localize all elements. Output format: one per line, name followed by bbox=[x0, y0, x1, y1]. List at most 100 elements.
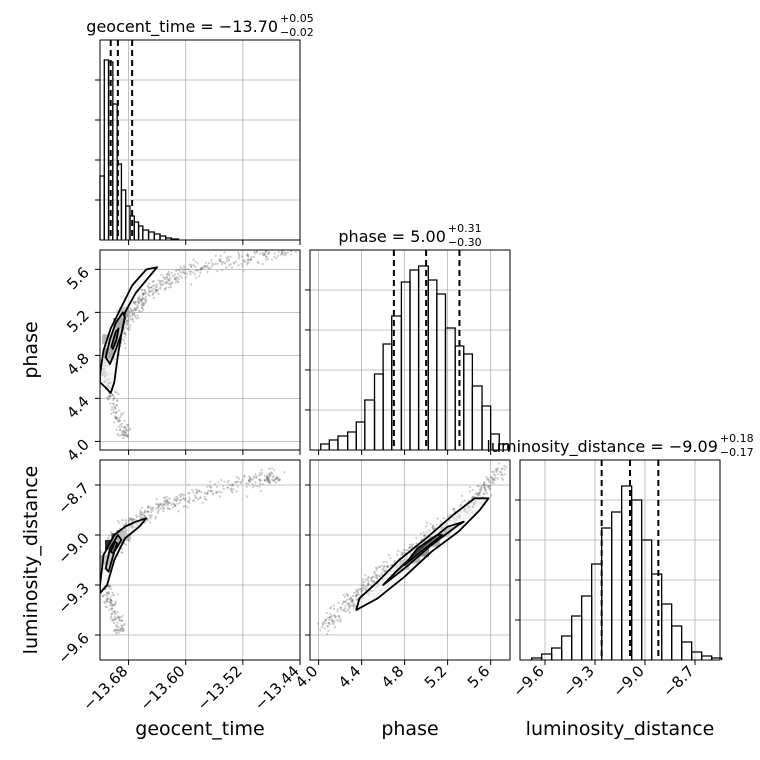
scatter-point-geocent_time-vs-phase-126 bbox=[190, 265, 193, 268]
scatter-point-geocent_time-vs-luminosity_distance-76 bbox=[235, 490, 238, 493]
x-tick-label-geocent_time-2: −13.52 bbox=[194, 662, 246, 714]
scatter-point-phase-vs-luminosity_distance-360 bbox=[324, 622, 327, 625]
scatter-point-geocent_time-vs-luminosity_distance-378 bbox=[128, 537, 131, 540]
scatter-point-geocent_time-vs-luminosity_distance-47 bbox=[203, 492, 206, 495]
scatter-tail-point-geocent_time-vs-phase-113 bbox=[122, 411, 125, 414]
scatter-point-geocent_time-vs-phase-370 bbox=[132, 311, 135, 314]
scatter-point-geocent_time-vs-phase-251 bbox=[134, 308, 138, 311]
scatter-point-geocent_time-vs-luminosity_distance-52 bbox=[234, 481, 237, 484]
scatter-point-phase-vs-luminosity_distance-48 bbox=[484, 488, 487, 491]
scatter-point-geocent_time-vs-luminosity_distance-208 bbox=[208, 485, 211, 488]
scatter-point-phase-vs-luminosity_distance-146 bbox=[409, 545, 412, 549]
scatter-point-phase-vs-luminosity_distance-516 bbox=[501, 478, 505, 481]
scatter-point-geocent_time-vs-luminosity_distance-246 bbox=[247, 479, 250, 482]
scatter-point-geocent_time-vs-phase-213 bbox=[206, 266, 209, 269]
scatter-point-geocent_time-vs-luminosity_distance-356 bbox=[191, 489, 194, 492]
scatter-point-geocent_time-vs-luminosity_distance-86 bbox=[148, 514, 151, 517]
scatter-tail-point-geocent_time-vs-phase-78 bbox=[119, 416, 122, 419]
scatter-point-geocent_time-vs-luminosity_distance-209 bbox=[166, 507, 169, 510]
panel-title-luminosity_distance: luminosity_distance = −9.09 +0.18−0.17 bbox=[486, 432, 753, 459]
hist-bar-phase-7 bbox=[382, 343, 393, 450]
scatter-point-phase-vs-luminosity_distance-449 bbox=[352, 603, 356, 606]
scatter-point-phase-vs-luminosity_distance-60 bbox=[482, 492, 485, 495]
scatter-point-phase-vs-luminosity_distance-346 bbox=[406, 549, 409, 552]
scatter-tail-point-geocent_time-vs-phase-2 bbox=[115, 416, 118, 419]
scatter-tail-point-geocent_time-vs-luminosity_distance-81 bbox=[113, 628, 116, 631]
scatter-point-geocent_time-vs-phase-337 bbox=[147, 289, 151, 292]
scatter-point-geocent_time-vs-phase-40 bbox=[147, 282, 150, 286]
scatter-point-geocent_time-vs-phase-391 bbox=[129, 315, 132, 318]
scatter-point-geocent_time-vs-phase-261 bbox=[134, 315, 137, 318]
scatter-point-phase-vs-luminosity_distance-151 bbox=[350, 597, 353, 600]
scatter-point-geocent_time-vs-luminosity_distance-121 bbox=[131, 520, 134, 523]
scatter-point-geocent_time-vs-luminosity_distance-413 bbox=[175, 499, 178, 502]
scatter-tail-point-geocent_time-vs-luminosity_distance-86 bbox=[106, 591, 109, 594]
scatter-point-geocent_time-vs-phase-61 bbox=[141, 296, 144, 299]
scatter-point-phase-vs-luminosity_distance-282 bbox=[328, 618, 331, 621]
contours-phase-vs-luminosity_distance bbox=[355, 497, 490, 611]
scatter-tail-point-geocent_time-vs-phase-71 bbox=[123, 426, 126, 429]
scatter-point-geocent_time-vs-luminosity_distance-326 bbox=[226, 481, 229, 484]
scatter-point-geocent_time-vs-luminosity_distance-270 bbox=[273, 479, 276, 482]
scatter-point-phase-vs-luminosity_distance-514 bbox=[326, 625, 329, 628]
scatter-point-geocent_time-vs-luminosity_distance-305 bbox=[267, 478, 270, 481]
scatter-tail-point-geocent_time-vs-luminosity_distance-46 bbox=[115, 624, 118, 627]
scatter-point-geocent_time-vs-phase-140 bbox=[94, 366, 96, 368]
scatter-point-phase-vs-luminosity_distance-447 bbox=[347, 602, 350, 605]
scatter-point-geocent_time-vs-luminosity_distance-485 bbox=[166, 502, 170, 505]
scatter-point-phase-vs-luminosity_distance-147 bbox=[360, 590, 363, 593]
scatter-tail-point-geocent_time-vs-phase-21 bbox=[120, 412, 123, 415]
scatter-point-phase-vs-luminosity_distance-269 bbox=[382, 570, 386, 573]
scatter-point-geocent_time-vs-luminosity_distance-382 bbox=[176, 498, 179, 501]
scatter-point-geocent_time-vs-luminosity_distance-454 bbox=[139, 509, 142, 512]
scatter-point-geocent_time-vs-luminosity_distance-163 bbox=[124, 521, 128, 525]
scatter-tail-point-geocent_time-vs-phase-40 bbox=[114, 411, 117, 414]
scatter-point-geocent_time-vs-phase-481 bbox=[282, 253, 285, 256]
scatter-tail-point-geocent_time-vs-phase-73 bbox=[126, 429, 129, 432]
scatter-tail-point-geocent_time-vs-luminosity_distance-71 bbox=[114, 628, 117, 632]
scatter-point-phase-vs-luminosity_distance-434 bbox=[387, 565, 390, 568]
scatter-point-geocent_time-vs-luminosity_distance-160 bbox=[173, 503, 176, 506]
scatter-point-geocent_time-vs-phase-7 bbox=[141, 297, 144, 300]
scatter-point-geocent_time-vs-phase-77 bbox=[140, 299, 143, 302]
scatter-point-phase-vs-luminosity_distance-187 bbox=[334, 615, 337, 618]
scatter-point-phase-vs-luminosity_distance-1 bbox=[476, 484, 479, 487]
scatter-tail-point-geocent_time-vs-luminosity_distance-39 bbox=[110, 608, 113, 611]
scatter-point-geocent_time-vs-phase-64 bbox=[280, 253, 283, 256]
scatter-point-geocent_time-vs-luminosity_distance-240 bbox=[182, 497, 185, 500]
scatter-point-geocent_time-vs-phase-96 bbox=[204, 261, 208, 264]
scatter-point-phase-vs-luminosity_distance-378 bbox=[323, 627, 326, 630]
contours-geocent_time-vs-phase bbox=[100, 266, 159, 394]
scatter-point-phase-vs-luminosity_distance-247 bbox=[330, 614, 333, 618]
scatter-point-geocent_time-vs-luminosity_distance-22 bbox=[165, 501, 168, 504]
scatter-point-geocent_time-vs-phase-511 bbox=[133, 300, 136, 303]
scatter-point-phase-vs-luminosity_distance-494 bbox=[375, 577, 379, 580]
scatter-point-phase-vs-luminosity_distance-56 bbox=[333, 626, 336, 629]
scatter-point-geocent_time-vs-phase-94 bbox=[194, 260, 197, 263]
scatter-point-phase-vs-luminosity_distance-125 bbox=[460, 494, 463, 498]
scatter-point-phase-vs-luminosity_distance-205 bbox=[367, 576, 370, 580]
scatter-tail-point-geocent_time-vs-phase-89 bbox=[127, 425, 130, 429]
scatter-point-phase-vs-luminosity_distance-374 bbox=[350, 600, 353, 603]
scatter-point-phase-vs-luminosity_distance-81 bbox=[492, 470, 495, 474]
scatter-point-phase-vs-luminosity_distance-463 bbox=[372, 580, 376, 583]
scatter-point-geocent_time-vs-phase-328 bbox=[174, 273, 177, 276]
hist-bar-geocent_time-10 bbox=[142, 229, 150, 240]
scatter-point-geocent_time-vs-luminosity_distance-391 bbox=[192, 499, 195, 502]
scatter-point-geocent_time-vs-luminosity_distance-33 bbox=[146, 519, 149, 522]
scatter-point-geocent_time-vs-phase-355 bbox=[116, 309, 119, 313]
y-tick-label-phase-0: 4.0 bbox=[63, 435, 93, 465]
scatter-point-geocent_time-vs-phase-86 bbox=[133, 308, 136, 311]
scatter-tail-point-geocent_time-vs-luminosity_distance-2 bbox=[120, 624, 123, 627]
scatter-point-geocent_time-vs-phase-491 bbox=[145, 300, 148, 303]
scatter-tail-point-geocent_time-vs-luminosity_distance-114 bbox=[101, 595, 105, 598]
scatter-point-phase-vs-luminosity_distance-64 bbox=[332, 604, 335, 607]
scatter-point-geocent_time-vs-phase-181 bbox=[203, 265, 206, 268]
scatter-tail-point-geocent_time-vs-phase-49 bbox=[106, 398, 109, 401]
panel-title-main-geocent_time: geocent_time = −13.70 bbox=[86, 17, 278, 37]
scatter-point-geocent_time-vs-phase-287 bbox=[190, 265, 193, 268]
scatter-point-geocent_time-vs-luminosity_distance-51 bbox=[176, 502, 179, 505]
scatter-point-geocent_time-vs-phase-152 bbox=[142, 304, 145, 307]
scatter-point-geocent_time-vs-luminosity_distance-142 bbox=[128, 518, 132, 521]
